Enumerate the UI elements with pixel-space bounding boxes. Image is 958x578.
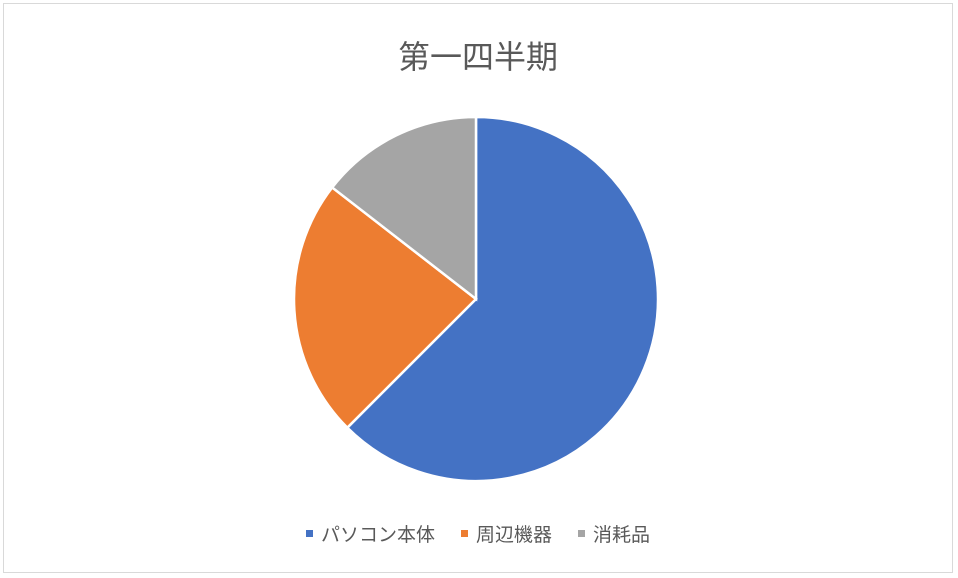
legend-item: 消耗品 xyxy=(578,520,650,547)
pie-slice-3 xyxy=(330,115,478,302)
legend-label: 周辺機器 xyxy=(475,524,552,546)
chart-area: 第一四半期 パソコン本体 周辺機器 消耗品 xyxy=(3,3,953,573)
legend-swatch xyxy=(305,530,313,537)
legend: パソコン本体 周辺機器 消耗品 xyxy=(4,520,952,547)
legend-item: パソコン本体 xyxy=(305,520,435,547)
pie-chart xyxy=(292,115,660,483)
legend-swatch xyxy=(578,530,585,537)
legend-label: 消耗品 xyxy=(593,524,651,546)
pie-slice-1 xyxy=(345,115,660,483)
chart-title: 第一四半期 xyxy=(397,38,558,76)
legend-label: パソコン本体 xyxy=(320,524,435,546)
legend-swatch xyxy=(460,530,468,537)
pie-slice-2 xyxy=(292,185,478,430)
legend-item: 周辺機器 xyxy=(460,520,552,547)
